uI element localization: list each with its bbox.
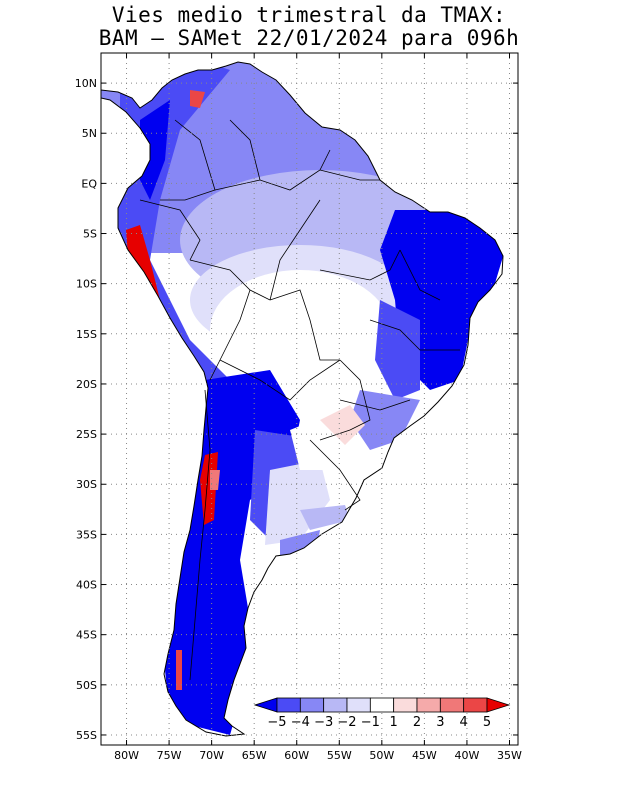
lat-tick-label: 35S [76,528,97,541]
colorbar-box [369,697,395,713]
lat-tick-label: 15S [76,328,97,341]
colorbar-label: 5 [483,715,491,730]
colorbar-label: 1 [390,715,398,730]
lon-tick-label: 60W [284,749,309,762]
lat-tick-label: 25S [76,428,97,441]
country-borders [101,61,504,737]
lat-tick-label: EQ [81,177,97,190]
colorbar-box [393,697,418,713]
colorbar-label: −3 [314,715,333,730]
lat-tick-label: 10S [76,278,97,291]
colorbar-label: 3 [436,715,444,730]
colorbar-label: −5 [267,715,286,730]
colorbar-label: 4 [460,715,468,730]
lat-lon-grid [101,53,518,745]
lon-tick-label: 35W [497,749,522,762]
lat-tick-label: 5N [82,127,97,140]
colorbar-label: −2 [337,715,356,730]
axis-ticks: 80W 75W 70W 65W 60W 55W 50W 45W 40W 35W 10N 5N EQ 5S 1… [75,53,522,762]
colorbar-box [416,697,441,713]
lon-tick-label: 70W [199,749,224,762]
lat-tick-label: 50S [76,679,97,692]
lat-tick-label: 10N [75,77,97,90]
lon-tick-label: 80W [114,749,139,762]
colorbar-label: −1 [361,715,380,730]
colorbar-label: 2 [413,715,421,730]
lat-tick-label: 5S [83,228,97,241]
colorbar-label: −4 [291,715,310,730]
lon-tick-label: 45W [412,749,437,762]
land-layer [101,61,504,737]
lon-tick-label: 50W [369,749,394,762]
lat-tick-label: 40S [76,579,97,592]
colorbar: −5 −4 −3 −2 −1 1 2 3 4 5 [253,697,511,730]
colorbar-box [299,697,325,713]
map-title-line-1: Vies medio trimestral da TMAX: [111,3,507,27]
lat-tick-label: 30S [76,478,97,491]
colorbar-arrow-high [486,697,511,713]
colorbar-box [276,697,301,713]
colorbar-box [346,697,371,713]
lon-tick-label: 75W [157,749,182,762]
lon-tick-label: 55W [327,749,352,762]
colorbar-box [323,697,348,713]
colorbar-box [463,697,488,713]
colorbar-arrow-low [253,697,278,713]
map-frame [100,52,519,746]
lat-tick-label: 20S [76,378,97,391]
colorbar-box [439,697,465,713]
lat-tick-label: 55S [76,729,97,742]
lat-tick-label: 45S [76,629,97,642]
map-title-line-2: BAM – SAMet 22/01/2024 para 096h [98,26,520,50]
lon-tick-label: 40W [455,749,480,762]
lon-tick-label: 65W [242,749,267,762]
